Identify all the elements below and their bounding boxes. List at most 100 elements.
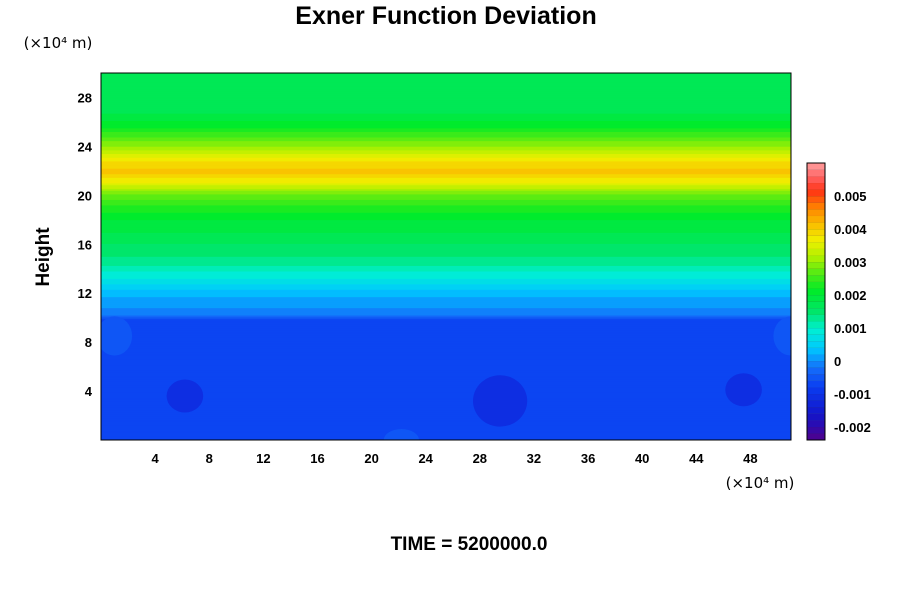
contour-band (101, 136, 791, 140)
contour-band (101, 116, 791, 120)
contour-band (101, 325, 791, 329)
contour-band (101, 219, 791, 222)
contour-band (101, 204, 791, 208)
contour-band (101, 83, 791, 87)
contour-band (101, 408, 791, 411)
y-tick-label: 4 (85, 384, 93, 399)
colorbar-swatch (807, 314, 825, 322)
contour-high-blob (773, 316, 791, 356)
contour-high-blob (101, 316, 133, 356)
contour-band (101, 373, 791, 377)
contour-band (101, 403, 791, 406)
colorbar-swatch (807, 202, 825, 210)
colorbar-swatch (807, 354, 825, 362)
contour-band (101, 250, 791, 254)
contour-band (101, 410, 791, 413)
contour-band (101, 100, 791, 103)
contour-band (101, 173, 791, 177)
colorbar-swatch (807, 433, 825, 441)
contour-band (101, 298, 791, 301)
contour-band (101, 213, 791, 217)
contour-band (101, 129, 791, 133)
contour-band (101, 175, 791, 178)
contour-band (101, 162, 791, 166)
colorbar-swatch (807, 294, 825, 302)
contour-band (101, 144, 791, 147)
contour-band (101, 111, 791, 114)
contour-band (101, 221, 791, 224)
contour-band (101, 230, 791, 233)
contour-band (101, 414, 791, 417)
contour-band (101, 349, 791, 353)
colorbar-swatch (807, 169, 825, 177)
colorbar-swatch (807, 341, 825, 348)
contour-band (101, 386, 791, 389)
contour-band (101, 272, 791, 276)
contour-band (101, 415, 791, 419)
contour-band (101, 74, 791, 77)
x-tick-labels: 4 8 12 16 20 24 28 32 36 40 44 48 (151, 451, 757, 466)
contour-band (101, 324, 791, 327)
contour-band (101, 437, 791, 440)
contour-band (101, 362, 791, 366)
contour-band (101, 195, 791, 199)
contour-band (101, 358, 791, 362)
contour-band (101, 146, 791, 149)
contour-band (101, 228, 791, 232)
contour-band (101, 147, 791, 151)
contour-band (101, 107, 791, 110)
colorbar-swatch (807, 261, 825, 269)
contour-band (101, 327, 791, 331)
contour-band (101, 311, 791, 314)
contour-band (101, 87, 791, 90)
contour-band (101, 164, 791, 167)
contour-band (101, 166, 791, 169)
colorbar-swatch (807, 334, 825, 342)
contour-band (101, 73, 791, 76)
contour-band (101, 210, 791, 213)
contour-band (101, 377, 791, 380)
contour-band (101, 302, 791, 305)
contour-band (101, 313, 791, 316)
contour-band (101, 401, 791, 404)
contour-band (101, 168, 791, 171)
contour-band (101, 243, 791, 246)
contour-band (101, 419, 791, 422)
contour-band (101, 125, 791, 129)
contour-band (101, 289, 791, 292)
contour-band (101, 340, 791, 344)
contour-band (101, 105, 791, 109)
contour-band (101, 179, 791, 182)
contour-band (101, 169, 791, 173)
colorbar-swatch (807, 235, 825, 243)
contour-band (101, 436, 791, 439)
contour-band (101, 94, 791, 98)
contour-band (101, 81, 791, 85)
contour-band (101, 384, 791, 388)
colorbar-swatch (807, 301, 825, 309)
contour-band (101, 388, 791, 391)
contour-band (101, 432, 791, 435)
contour-band (101, 188, 791, 191)
colorbar-swatch (807, 222, 825, 230)
plot-frame (100, 72, 792, 441)
contour-band (101, 318, 791, 322)
y-axis-unit: (×10⁴ m) (24, 34, 93, 52)
contour-band (101, 369, 791, 373)
contour-band (101, 269, 791, 272)
contour-band (101, 391, 791, 395)
contour-band (101, 346, 791, 349)
contour-band (101, 258, 791, 261)
contour-band (101, 426, 791, 430)
contour-band (101, 406, 791, 410)
contour-band (101, 259, 791, 263)
contour-high-blob (383, 429, 419, 440)
colorbar-frame (806, 162, 826, 441)
contour-band (101, 434, 791, 437)
contour-band (101, 254, 791, 257)
contour-band (101, 351, 791, 355)
colorbar-swatch (807, 288, 825, 296)
contour-band (101, 177, 791, 180)
colorbar-swatch (807, 367, 825, 375)
contour-band (101, 155, 791, 158)
